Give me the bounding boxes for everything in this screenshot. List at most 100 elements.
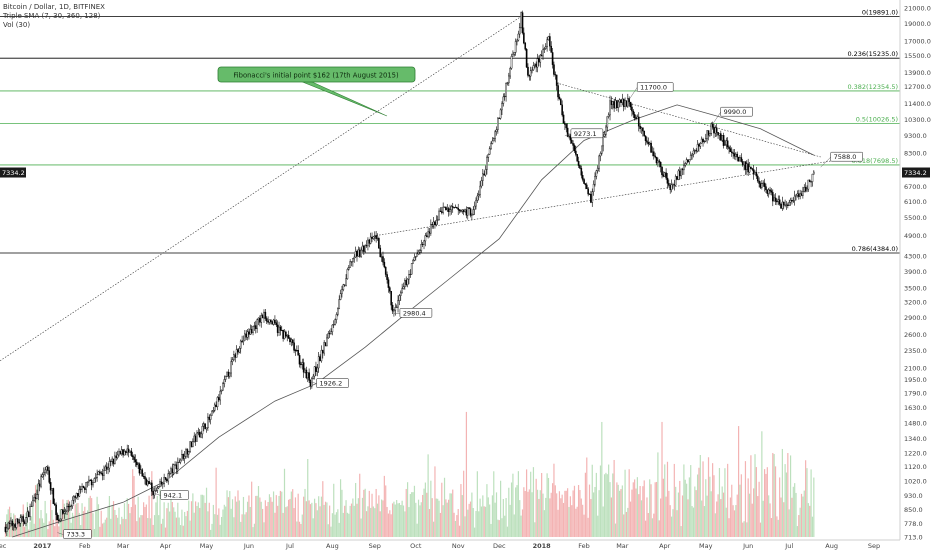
candle-body [434, 221, 436, 226]
price-axis[interactable]: 21000.0 19000.0 17000.0 15500.0 13900.0 12700… [0, 5, 931, 542]
candle-body [591, 191, 594, 203]
candle-body [460, 210, 462, 212]
volume-bar [616, 482, 618, 537]
volume-bar [694, 486, 696, 537]
volume-bar [179, 525, 182, 537]
candle-body [791, 199, 793, 202]
volume-bar [784, 464, 786, 537]
volume-bar [564, 490, 566, 537]
volume-bar [134, 504, 137, 537]
candle-body [599, 153, 602, 157]
volume-bar [780, 497, 782, 537]
volume-bar [391, 503, 394, 537]
candle-body [140, 469, 142, 474]
candle-body [746, 163, 748, 170]
volume-bar [316, 510, 318, 537]
candle-body [183, 456, 186, 459]
candle-body [725, 140, 728, 146]
volume-bar [679, 480, 681, 537]
candle-body [419, 250, 421, 253]
indicator-volume-label[interactable]: Vol (30) [3, 21, 31, 29]
volume-bar [307, 459, 309, 537]
volume-bar [249, 506, 251, 537]
volume-bar [143, 502, 145, 537]
candle-body [96, 474, 98, 478]
candle-body [800, 193, 803, 196]
volume-bar [644, 520, 647, 537]
candle-body [177, 462, 179, 470]
fibonacci-retracement[interactable]: 0(19891.0) 0.236(15235.0) 0.382(12354.5) 0.… [0, 8, 900, 254]
candle-body [354, 251, 357, 258]
candle-body [724, 144, 726, 146]
candle-body [629, 101, 632, 108]
price-tick-label: 6100.0 [904, 198, 927, 206]
volume-bar [405, 488, 407, 537]
candle-body [367, 239, 369, 247]
candle-body [186, 449, 189, 455]
volume-bar [406, 482, 409, 537]
fib-level-label: 0.618(7698.5) [852, 157, 898, 165]
volume-bar [454, 520, 457, 537]
candle-body [699, 142, 702, 147]
candle-body [601, 145, 603, 154]
time-tick-label: Jun [243, 542, 254, 550]
volume-bar [169, 511, 171, 537]
candle-body [424, 235, 427, 242]
candle-body [257, 317, 260, 320]
candle-body [62, 509, 64, 514]
candle-body [111, 458, 113, 462]
volume-bar [588, 484, 591, 537]
volume-bar [289, 498, 291, 537]
candle-body [442, 206, 444, 213]
volume-bar [810, 469, 812, 537]
candle-body [114, 455, 116, 464]
fibonacci-annotation[interactable]: Fibonacci's initial point $162 (17th Aug… [217, 66, 416, 117]
candle-body [655, 156, 658, 164]
volume-bar [670, 516, 673, 537]
candle-body [204, 423, 206, 430]
volume-bar [330, 526, 332, 537]
candle-body [632, 110, 635, 115]
volume-bar [100, 510, 102, 537]
volume-bar [256, 495, 258, 537]
volume-bar [401, 500, 403, 537]
time-axis[interactable]: Dec 2017 Feb Mar Apr May Jun Jul Aug Sep Oct Nov Dec… [0, 542, 880, 550]
volume-bar [696, 474, 699, 537]
volume-bar [394, 504, 396, 537]
volume-bar [141, 515, 143, 537]
volume-bar [223, 504, 225, 537]
candle-body [68, 505, 71, 508]
volume-bar [30, 516, 33, 537]
indicator-sma-label[interactable]: Triple SMA (7, 30, 360, 128) [3, 12, 101, 20]
candle-body [107, 467, 109, 470]
volume-bar [190, 501, 193, 537]
candle-body [529, 70, 532, 77]
volume-bar [55, 515, 57, 537]
volume-bar [450, 493, 452, 537]
volume-bar [383, 475, 385, 537]
candle-body [617, 101, 620, 109]
volume-bar [545, 497, 547, 537]
volume-bar [226, 490, 228, 537]
candle-body [417, 252, 420, 255]
candle-body [440, 211, 443, 213]
volume-bar [735, 505, 737, 537]
candle-body [100, 472, 103, 474]
volume-bar [695, 490, 697, 537]
candle-body [178, 461, 180, 463]
candle-body [412, 259, 414, 264]
volume-bar [531, 492, 533, 537]
price-label-box [720, 106, 753, 117]
candle-body [650, 142, 652, 153]
candle-body [283, 331, 286, 339]
candle-body [27, 511, 30, 517]
candle-body [569, 135, 572, 141]
volume-bar [331, 513, 333, 537]
candle-body [369, 236, 372, 244]
volume-bar [635, 488, 637, 537]
volume-bar [653, 513, 655, 537]
candle-body [160, 481, 163, 485]
candle-body [611, 101, 614, 105]
candle-body [179, 459, 182, 463]
